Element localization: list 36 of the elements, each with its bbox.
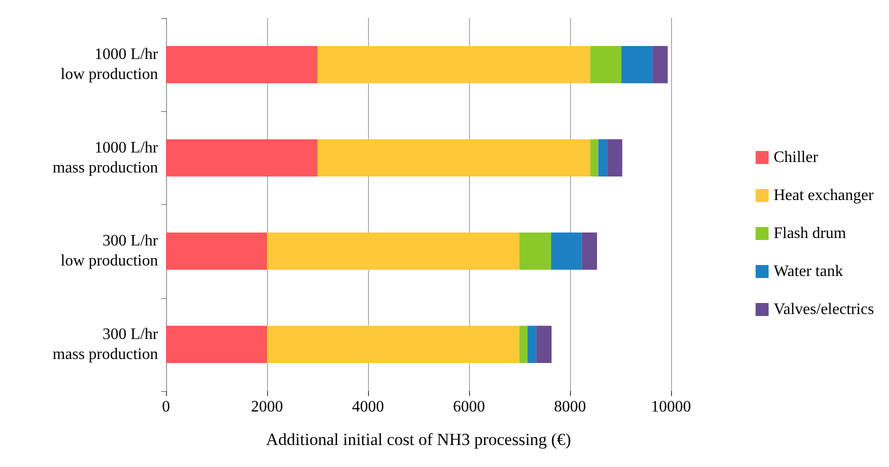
bar [590, 139, 598, 177]
legend-label: Flash drum [774, 225, 847, 242]
bar [267, 326, 520, 364]
x-tick-label: 8000 [554, 398, 586, 416]
bar [166, 139, 318, 177]
bar [536, 326, 552, 364]
x-tick-label: 2000 [251, 398, 283, 416]
y-tick-label: 1000 L/hr mass production [52, 139, 159, 176]
bar [166, 326, 267, 364]
legend-label: Heat exchanger [774, 187, 874, 204]
bar [318, 46, 590, 84]
bar [166, 46, 318, 84]
x-tick-label: 10000 [651, 398, 691, 416]
bar [598, 139, 608, 177]
bar [607, 139, 622, 177]
bar [582, 232, 598, 270]
x-tick-label: 0 [162, 398, 170, 416]
legend-label: Water tank [774, 263, 843, 280]
bar [318, 139, 590, 177]
bar [166, 232, 267, 270]
x-tick-label: 6000 [453, 398, 485, 416]
y-tick-label: 300 L/hr mass production [52, 326, 159, 363]
bar [520, 232, 552, 270]
bar [551, 232, 582, 270]
bar [622, 46, 653, 84]
bar [528, 326, 536, 364]
legend-label: Chiller [774, 149, 819, 166]
legend-label: Valves/electrics [774, 301, 874, 318]
y-tick-label: 300 L/hr low production [60, 232, 159, 270]
bar [652, 46, 668, 84]
y-tick-label: 1000 L/hr low production [60, 46, 159, 84]
bar [267, 232, 520, 270]
x-axis-title: Additional initial cost of NH3 processing (€) [266, 430, 572, 449]
x-tick-label: 4000 [352, 398, 384, 416]
bar [590, 46, 622, 84]
bar [520, 326, 528, 364]
